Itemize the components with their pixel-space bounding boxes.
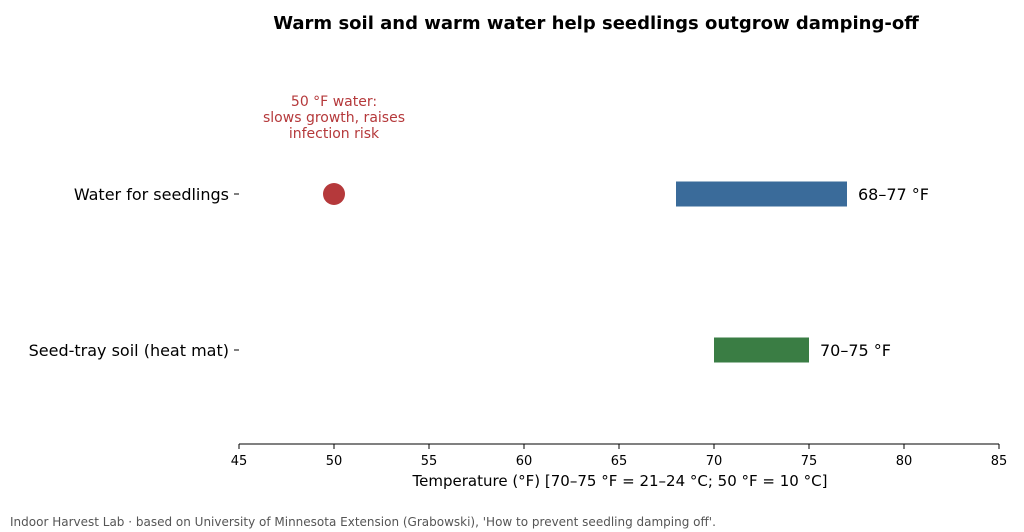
plot-area: 45 50 55 60 65 70 75 80 85 Water for seedlings See… [29,94,1008,469]
y-category-label: Seed-tray soil (heat mat) [29,341,229,360]
x-tick-label: 45 [231,454,248,469]
x-tick-label: 60 [516,454,533,469]
footer-source: Indoor Harvest Lab · based on University… [10,515,716,529]
cold-water-point [323,183,345,205]
x-tick-label: 80 [896,454,913,469]
x-tick-label: 70 [706,454,723,469]
y-category-label: Water for seedlings [74,185,229,204]
range-bar [676,181,847,207]
annotation-line: infection risk [289,126,380,142]
range-bar [714,337,809,363]
annotation-line: slows growth, raises [263,110,405,126]
x-tick-label: 85 [991,454,1008,469]
range-bar-label: 68–77 °F [858,185,929,204]
chart-title: Warm soil and warm water help seedlings … [273,13,919,34]
x-tick-label: 50 [326,454,343,469]
x-tick-label: 65 [611,454,628,469]
x-tick-label: 55 [421,454,438,469]
x-tick-label: 75 [801,454,818,469]
annotation-line: 50 °F water: [291,94,377,110]
range-bar-label: 70–75 °F [820,341,891,360]
x-axis-label: Temperature (°F) [70–75 °F = 21–24 °C; 5… [412,472,828,490]
